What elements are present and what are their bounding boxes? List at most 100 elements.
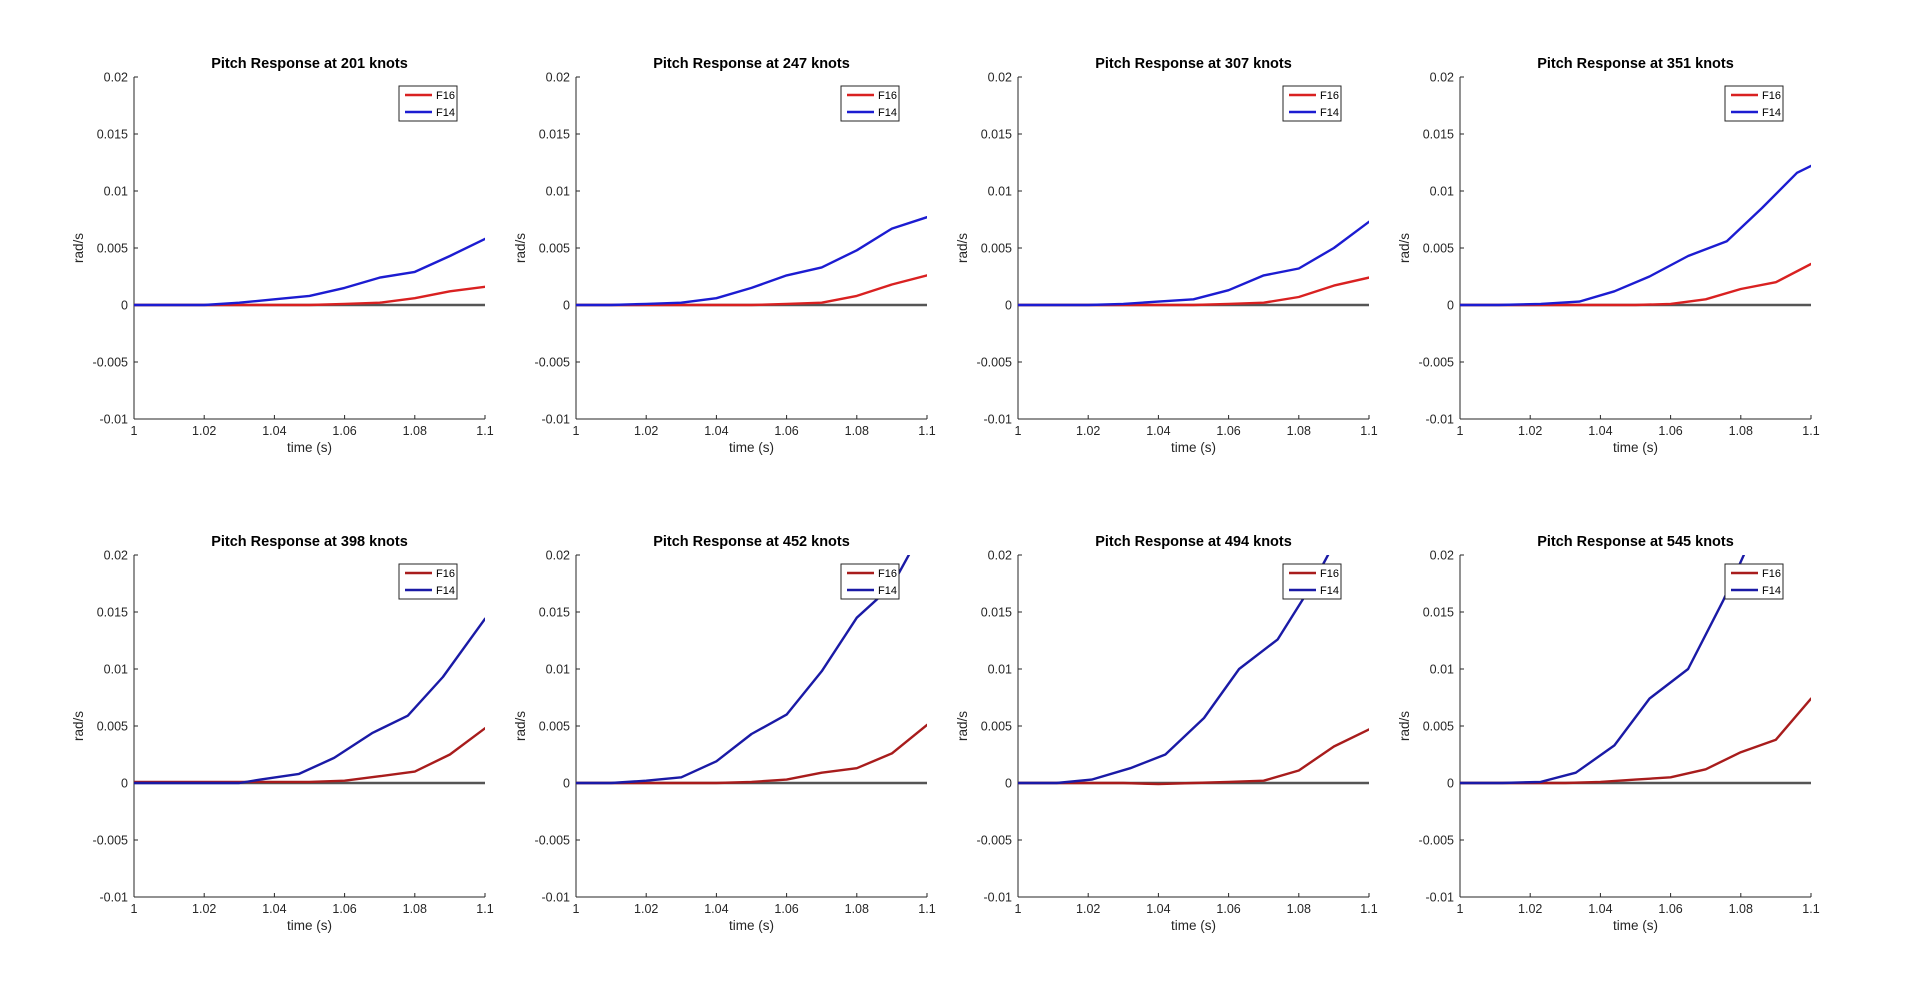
series-line-f14	[134, 237, 485, 307]
series-line-f16	[1018, 728, 1369, 786]
plot-title: Pitch Response at 494 knots	[1095, 534, 1292, 550]
x-tick-label: 1.08	[403, 902, 427, 916]
legend-label: F16	[878, 568, 897, 580]
series-line-f14	[1018, 555, 1330, 785]
plot-title: Pitch Response at 247 knots	[653, 56, 850, 72]
series-line-f14	[1018, 220, 1369, 307]
subplot-6: Pitch Response at 452 knots 1 1.02 1.04 1.06…	[513, 534, 936, 933]
x-tick-label: 1.08	[1287, 424, 1311, 438]
y-tick-label: 0.02	[104, 549, 128, 563]
y-axis-label: rad/s	[71, 711, 86, 741]
plot-title: Pitch Response at 351 knots	[1537, 56, 1734, 72]
x-tick-label: 1.1	[476, 902, 493, 916]
legend-box	[1282, 563, 1342, 600]
y-axis-label: rad/s	[1397, 711, 1412, 741]
x-tick-label: 1.02	[1076, 424, 1100, 438]
y-tick-label: 0	[1005, 777, 1012, 791]
y-tick-label: 0.005	[981, 242, 1012, 256]
x-tick-label: 1	[1457, 902, 1464, 916]
series-line-f14	[1460, 555, 1746, 785]
y-tick-label: 0	[563, 777, 570, 791]
x-tick-label: 1.06	[1216, 902, 1240, 916]
x-tick-label: 1	[573, 424, 580, 438]
legend-box	[1724, 85, 1784, 122]
x-axis-label: time (s)	[1613, 440, 1658, 455]
y-tick-label: 0.015	[97, 128, 128, 142]
legend-label: F14	[878, 585, 897, 597]
y-tick-label: -0.01	[984, 891, 1013, 905]
x-tick-label: 1.06	[332, 424, 356, 438]
y-tick-label: -0.005	[535, 356, 570, 370]
x-tick-label: 1.02	[1518, 424, 1542, 438]
x-tick-label: 1.02	[634, 902, 658, 916]
y-axis-label: rad/s	[71, 233, 86, 263]
x-tick-label: 1.1	[918, 424, 935, 438]
x-tick-label: 1.06	[774, 424, 798, 438]
y-tick-label: 0.02	[104, 71, 128, 85]
x-tick-label: 1.06	[774, 902, 798, 916]
x-axis-label: time (s)	[729, 440, 774, 455]
x-tick-label: 1.06	[1658, 424, 1682, 438]
y-axis-label: rad/s	[1397, 233, 1412, 263]
legend-box	[840, 85, 900, 122]
subplot-5: Pitch Response at 398 knots 1 1.02 1.04 1.06…	[71, 534, 494, 933]
y-tick-label: 0.015	[97, 606, 128, 620]
y-tick-label: 0.01	[1430, 663, 1454, 677]
y-tick-label: 0.015	[539, 128, 570, 142]
series-lines	[134, 617, 485, 785]
x-tick-label: 1.08	[1729, 902, 1753, 916]
x-tick-label: 1.08	[1287, 902, 1311, 916]
x-tick-label: 1.08	[845, 902, 869, 916]
x-axis-label: time (s)	[1171, 918, 1216, 933]
x-tick-label: 1.08	[1729, 424, 1753, 438]
series-line-f16	[1460, 262, 1811, 307]
y-axis-label: rad/s	[513, 233, 528, 263]
y-tick-label: -0.005	[535, 834, 570, 848]
x-axis-label: time (s)	[729, 918, 774, 933]
legend-label: F16	[436, 568, 455, 580]
y-tick-label: 0.005	[1423, 720, 1454, 734]
x-axis-label: time (s)	[1171, 440, 1216, 455]
series-lines	[1018, 555, 1369, 786]
series-line-f16	[576, 274, 927, 307]
x-tick-label: 1.04	[1146, 902, 1170, 916]
x-tick-label: 1	[131, 902, 138, 916]
x-tick-label: 1	[1457, 424, 1464, 438]
x-tick-label: 1	[1015, 902, 1022, 916]
y-tick-label: 0.02	[988, 71, 1012, 85]
legend-box	[398, 85, 458, 122]
y-tick-label: -0.005	[1419, 356, 1454, 370]
y-axis-label: rad/s	[955, 711, 970, 741]
y-tick-label: -0.005	[977, 356, 1012, 370]
series-lines	[576, 215, 927, 307]
x-tick-label: 1.1	[1360, 902, 1377, 916]
x-tick-label: 1	[1015, 424, 1022, 438]
plot-title: Pitch Response at 452 knots	[653, 534, 850, 550]
series-lines	[576, 555, 927, 785]
plot-title: Pitch Response at 307 knots	[1095, 56, 1292, 72]
x-tick-label: 1.1	[1802, 902, 1819, 916]
legend-label: F16	[1762, 90, 1781, 102]
series-line-f16	[1460, 697, 1811, 785]
y-tick-label: 0.015	[539, 606, 570, 620]
y-tick-label: 0.015	[981, 128, 1012, 142]
y-tick-label: 0.01	[988, 663, 1012, 677]
x-tick-label: 1.04	[704, 902, 728, 916]
x-tick-label: 1.1	[476, 424, 493, 438]
series-line-f16	[1018, 276, 1369, 307]
series-lines	[134, 237, 485, 307]
y-tick-label: 0.01	[546, 185, 570, 199]
y-tick-label: 0.02	[546, 549, 570, 563]
y-tick-label: 0	[1447, 777, 1454, 791]
series-lines	[1460, 555, 1811, 785]
y-tick-label: -0.01	[542, 891, 571, 905]
legend-label: F14	[878, 107, 897, 119]
x-tick-label: 1.04	[1588, 902, 1612, 916]
legend-label: F14	[436, 107, 455, 119]
y-tick-label: -0.01	[542, 413, 571, 427]
